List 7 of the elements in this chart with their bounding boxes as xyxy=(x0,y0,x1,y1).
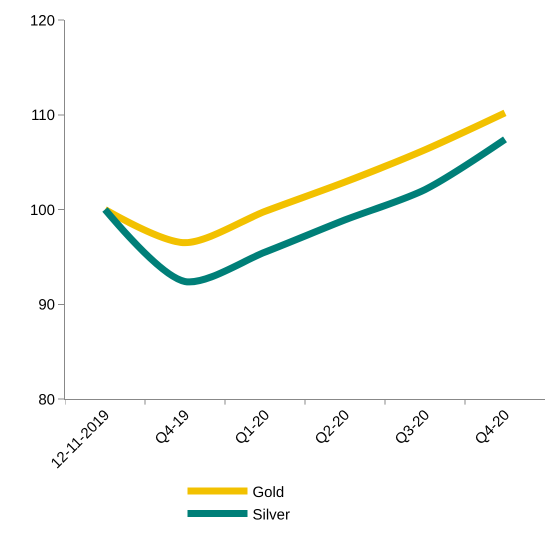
legend-label: Silver xyxy=(252,506,290,524)
y-tick-label: 100 xyxy=(30,202,55,219)
y-tick-label: 110 xyxy=(31,107,55,124)
y-tick-label: 90 xyxy=(38,296,55,314)
legend-label: Gold xyxy=(252,484,284,501)
y-tick-label: 120 xyxy=(30,12,55,30)
y-tick-label: 80 xyxy=(38,391,55,408)
